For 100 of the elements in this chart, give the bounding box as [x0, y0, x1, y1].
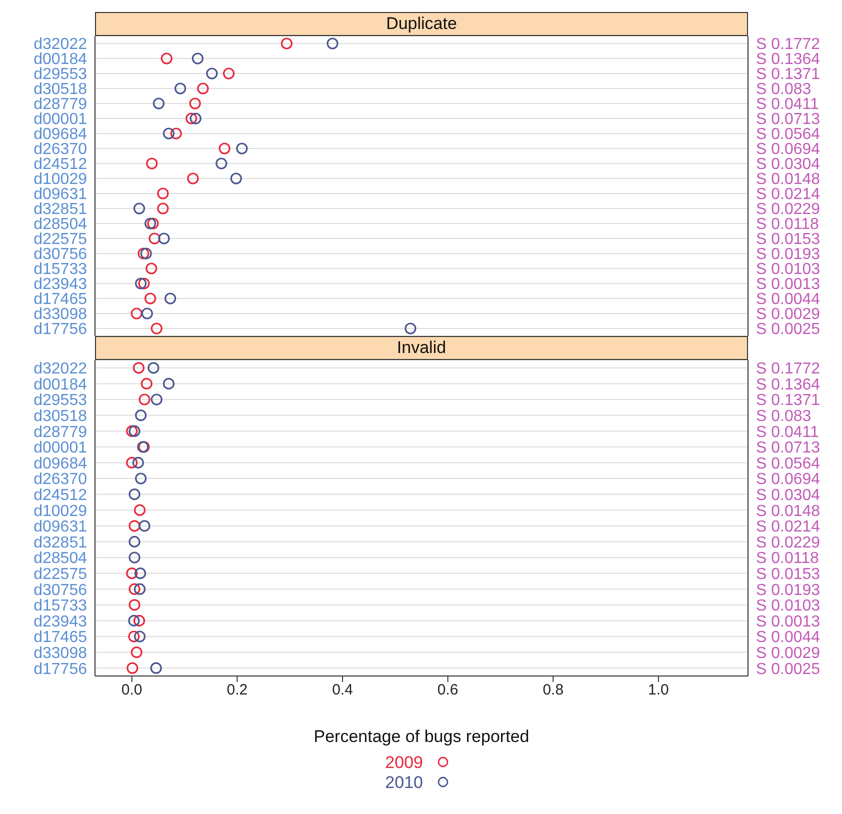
y2-tick-label: S 0.0214 — [756, 186, 820, 204]
y2-tick-label: S 0.1772 — [756, 360, 820, 378]
y-tick-label: d28779 — [34, 96, 88, 114]
point — [157, 188, 169, 200]
y2-tick-label: S 0.0118 — [756, 216, 819, 234]
y-tick-label: d26370 — [34, 471, 88, 488]
point — [134, 504, 146, 516]
point — [133, 202, 146, 214]
y2-tick-label: S 0.1364 — [756, 51, 820, 68]
y-tick-label: d09631 — [34, 186, 88, 204]
y2-tick-label: S 0.0229 — [756, 201, 820, 218]
chart-title: Invalid — [95, 336, 748, 360]
point — [126, 425, 138, 437]
y-tick-label: d09631 — [34, 518, 88, 536]
y2-tick-label: S 0.0103 — [756, 598, 820, 615]
point — [186, 112, 198, 124]
point — [128, 599, 140, 611]
y2-tick-label: S 0.0118 — [756, 550, 819, 568]
y2-tick-label: S 0.083 — [756, 81, 812, 98]
y-tick-label: d33098 — [34, 306, 88, 324]
point — [190, 112, 202, 124]
point — [128, 520, 140, 532]
y-tick-label: d00184 — [34, 376, 88, 394]
point — [170, 128, 182, 140]
point — [146, 158, 158, 170]
y2-tick-label: S 0.0025 — [756, 660, 820, 678]
point — [128, 630, 140, 642]
point — [164, 292, 176, 304]
y2-tick-label: S 0.0044 — [756, 629, 820, 646]
y-tick-label: d30756 — [34, 582, 88, 599]
y-tick-label: d17756 — [34, 321, 88, 338]
point — [134, 630, 146, 642]
y-tick-label: d30518 — [34, 408, 88, 425]
y-tick-label: d09684 — [34, 455, 88, 472]
y-tick-label: d29553 — [34, 392, 88, 410]
point — [128, 425, 140, 437]
y-tick-label: d32851 — [34, 534, 88, 552]
point — [187, 172, 199, 184]
y-tick-label: d17465 — [34, 629, 88, 646]
point — [144, 292, 156, 304]
x-axis-title: Percentage of bugs reported — [314, 727, 530, 746]
point — [150, 662, 162, 674]
y-tick-label: d10029 — [34, 171, 88, 188]
x-tick-label: 1.0 — [648, 682, 669, 699]
x-tick-label: 0.6 — [437, 682, 458, 699]
y2-tick-label: S 0.0304 — [756, 156, 820, 174]
y2-tick-label: S 0.0564 — [756, 126, 820, 144]
point — [152, 98, 165, 110]
point — [236, 142, 248, 154]
y2-tick-label: S 0.0013 — [756, 613, 820, 630]
chart-title: Duplicate — [95, 12, 748, 36]
point — [150, 394, 162, 406]
point — [138, 278, 150, 290]
point — [126, 568, 138, 580]
y-tick-label: d32022 — [34, 36, 88, 54]
x-tick-label: 0.4 — [332, 682, 353, 699]
x-tick-label: 0.2 — [226, 682, 248, 699]
point — [146, 262, 158, 274]
point — [148, 362, 160, 374]
point — [128, 488, 140, 500]
legend-label: 2010 — [385, 773, 423, 792]
y-tick-label: d30518 — [34, 81, 88, 98]
point — [128, 536, 140, 548]
point — [130, 308, 142, 320]
y2-tick-label: S 0.0304 — [756, 486, 820, 504]
point — [162, 378, 175, 390]
y-tick-label: d17465 — [34, 291, 88, 308]
y-tick-label: d00001 — [34, 440, 88, 457]
point — [130, 646, 142, 658]
point — [148, 232, 160, 244]
y2-tick-label: S 0.1772 — [756, 36, 820, 54]
y2-tick-label: S 0.0148 — [756, 502, 820, 520]
point — [150, 322, 162, 334]
y2-tick-label: S 0.1371 — [756, 66, 820, 84]
point — [189, 98, 201, 110]
y2-tick-label: S 0.0713 — [756, 111, 820, 128]
y-tick-label: d26370 — [34, 141, 88, 158]
y-tick-label: d28779 — [34, 424, 88, 441]
y-tick-label: d23943 — [34, 276, 88, 294]
point — [206, 68, 218, 80]
y2-tick-label: S 0.0411 — [756, 424, 819, 441]
point — [140, 378, 152, 390]
point — [192, 52, 204, 64]
y-tick-label: d15733 — [34, 598, 88, 615]
point — [135, 472, 147, 484]
x-tick-label: 0.8 — [542, 682, 564, 699]
y-tick-label: d28504 — [34, 216, 88, 234]
point — [135, 278, 147, 290]
point — [280, 38, 292, 50]
point — [222, 68, 235, 80]
y2-tick-label: S 0.0029 — [756, 644, 820, 662]
point — [126, 456, 138, 468]
y2-tick-label: S 0.0148 — [756, 171, 820, 188]
y2-tick-label: S 0.0153 — [756, 231, 820, 248]
y-tick-label: d22575 — [34, 231, 88, 248]
y2-tick-label: S 0.0029 — [756, 306, 820, 324]
y2-tick-label: S 0.0411 — [756, 96, 819, 114]
y-tick-label: d09684 — [34, 126, 88, 144]
point — [134, 583, 146, 595]
y2-tick-label: S 0.0193 — [756, 246, 820, 264]
